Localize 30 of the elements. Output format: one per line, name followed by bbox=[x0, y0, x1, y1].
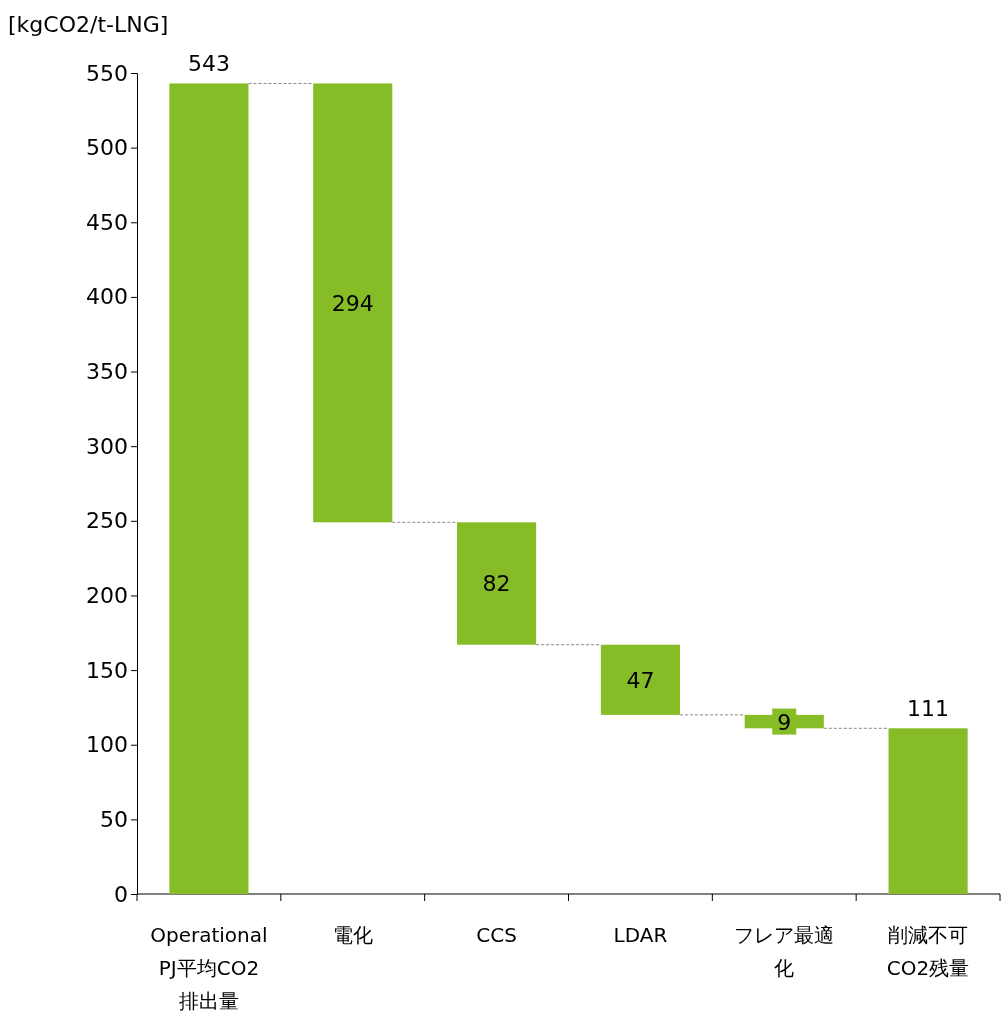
y-tick-label: 250 bbox=[86, 508, 128, 534]
y-tick-label: 450 bbox=[86, 209, 128, 235]
y-tick-label: 300 bbox=[86, 433, 128, 459]
bar bbox=[457, 522, 537, 645]
x-tick-label: 削減不可CO2残量 bbox=[886, 923, 970, 980]
bar bbox=[888, 728, 968, 894]
y-axis-title: [kgCO2/t-LNG] bbox=[8, 12, 169, 37]
y-tick-label: 200 bbox=[86, 582, 128, 608]
y-tick-label: 350 bbox=[86, 359, 128, 385]
data-label: 111 bbox=[907, 696, 950, 722]
bar bbox=[313, 83, 393, 523]
y-tick-label: 550 bbox=[86, 60, 128, 86]
bar bbox=[169, 83, 249, 894]
y-tick-label: 150 bbox=[86, 657, 128, 683]
data-label: 47 bbox=[626, 667, 655, 693]
y-tick-label: 400 bbox=[86, 284, 128, 310]
x-tick-label: Operational PJ平均CO2排出量 bbox=[150, 923, 268, 1013]
x-tick-label: LDAR bbox=[613, 923, 668, 947]
x-tick-label: 電化 bbox=[332, 923, 373, 947]
y-tick-label: 50 bbox=[100, 806, 128, 832]
bar bbox=[600, 644, 680, 715]
y-tick-label: 500 bbox=[86, 135, 128, 161]
data-label: 543 bbox=[187, 51, 230, 77]
y-tick-label: 100 bbox=[86, 732, 128, 758]
x-tick-label: CCS bbox=[476, 923, 517, 947]
data-label: 82 bbox=[482, 571, 511, 597]
data-label: 294 bbox=[331, 290, 374, 316]
data-label: 9 bbox=[777, 709, 792, 735]
x-tick-label: フレア最適化 bbox=[734, 923, 835, 980]
y-tick-label: 0 bbox=[114, 881, 128, 907]
